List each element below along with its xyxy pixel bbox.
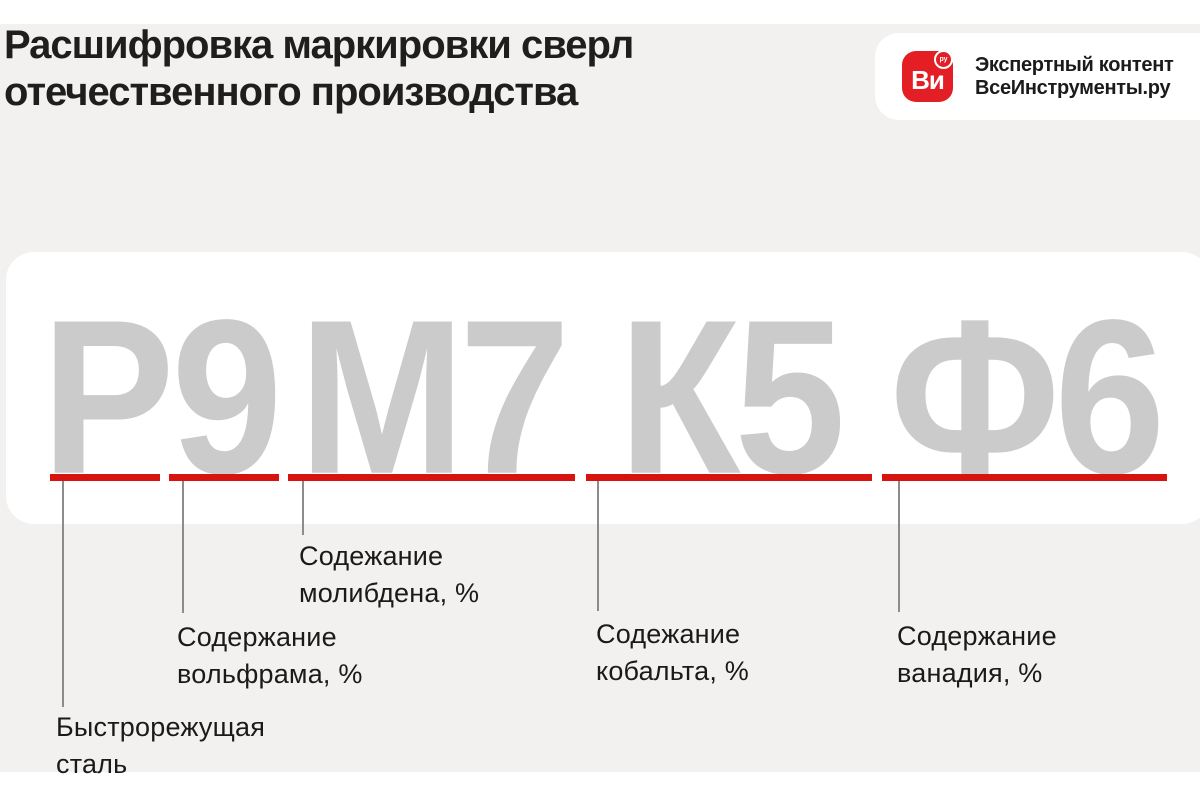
leader-line-hss <box>62 481 64 707</box>
segment-label-molybdenum: Содежание молибдена, % <box>299 541 480 608</box>
brand-card: Ви ру Экспертный контент ВсеИнструменты.… <box>875 33 1200 120</box>
segment-label-cobalt: Содежание кобальта, % <box>596 619 749 686</box>
underline-segment-molybdenum <box>288 474 575 481</box>
leader-line-tungsten <box>182 481 184 613</box>
page-title: Расшифровка маркировки сверл отечественн… <box>4 23 634 114</box>
brand-logo-letters: Ви <box>911 65 945 95</box>
marking-card <box>6 252 1200 524</box>
underline-segment-vanadium <box>882 474 1167 481</box>
brand-logo-icon: Ви ру <box>902 50 953 102</box>
segment-label-tungsten: Содержание вольфрама, % <box>177 622 363 689</box>
leader-line-molybdenum <box>302 481 304 535</box>
segment-label-hss: Быстрорежущая сталь <box>56 712 266 779</box>
underline-segment-cobalt <box>586 474 872 481</box>
leader-line-vanadium <box>898 481 900 612</box>
segment-label-vanadium: Содержание ванадия, % <box>897 621 1057 688</box>
brand-text: Экспертный контент ВсеИнструменты.ру <box>975 53 1174 99</box>
leader-line-cobalt <box>597 481 599 611</box>
underline-segment-hss <box>50 474 160 481</box>
underline-segment-tungsten <box>169 474 279 481</box>
brand-logo-ru-badge: ру <box>934 50 953 69</box>
